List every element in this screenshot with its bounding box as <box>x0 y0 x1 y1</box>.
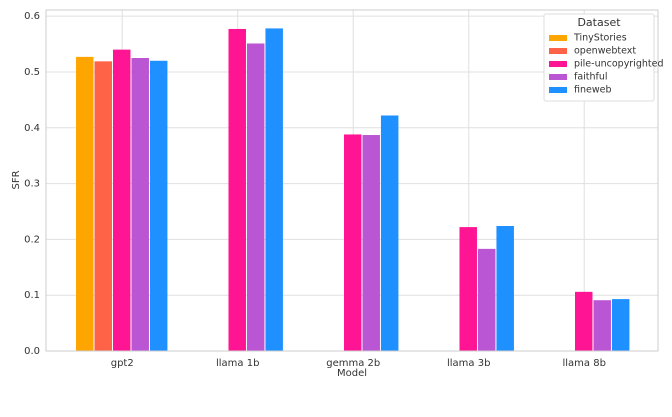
legend-title: Dataset <box>577 16 621 29</box>
bar <box>94 61 112 351</box>
bar <box>611 299 630 351</box>
legend-swatch <box>549 48 567 54</box>
bar <box>228 28 246 351</box>
plot-frame <box>45 9 659 352</box>
bar <box>574 291 593 351</box>
x-tick-label: gpt2 <box>111 358 134 369</box>
bar <box>343 134 362 351</box>
legend-label: faithful <box>574 72 608 83</box>
bar <box>477 248 496 351</box>
y-tick-label: 0.6 <box>24 11 40 22</box>
bar <box>380 115 399 352</box>
bar <box>149 60 168 352</box>
legend-label: TinyStories <box>573 33 627 44</box>
y-tick-label: 0.3 <box>24 179 40 190</box>
legend-swatch <box>549 35 567 41</box>
legend-box <box>543 13 655 102</box>
bar <box>265 28 283 351</box>
x-tick-label: llama 8b <box>563 358 606 369</box>
bar <box>246 43 265 352</box>
legend-swatch <box>549 87 567 93</box>
bar <box>112 49 131 351</box>
y-tick-label: 0.5 <box>24 67 40 78</box>
legend-label: openwebtext <box>574 46 636 57</box>
legend-label: pile-uncopyrighted <box>574 59 664 70</box>
bar <box>496 225 514 351</box>
y-tick-label: 0.0 <box>24 346 40 357</box>
x-tick-label: llama 3b <box>447 358 490 369</box>
bar <box>593 300 611 351</box>
legend-label: fineweb <box>574 85 612 96</box>
x-axis-label: Model <box>337 368 367 379</box>
y-tick-label: 0.2 <box>24 234 40 245</box>
bar <box>459 227 477 351</box>
bar <box>362 135 380 351</box>
y-tick-label: 0.1 <box>24 290 40 301</box>
x-tick-label: llama 1b <box>216 358 259 369</box>
x-tick-label: gemma 2b <box>326 358 380 369</box>
y-axis-label: SFR <box>11 170 22 189</box>
y-tick-label: 0.4 <box>24 123 40 134</box>
legend-swatch <box>549 74 567 80</box>
bar <box>76 56 94 351</box>
bar <box>131 57 149 351</box>
legend-swatch <box>549 61 567 67</box>
